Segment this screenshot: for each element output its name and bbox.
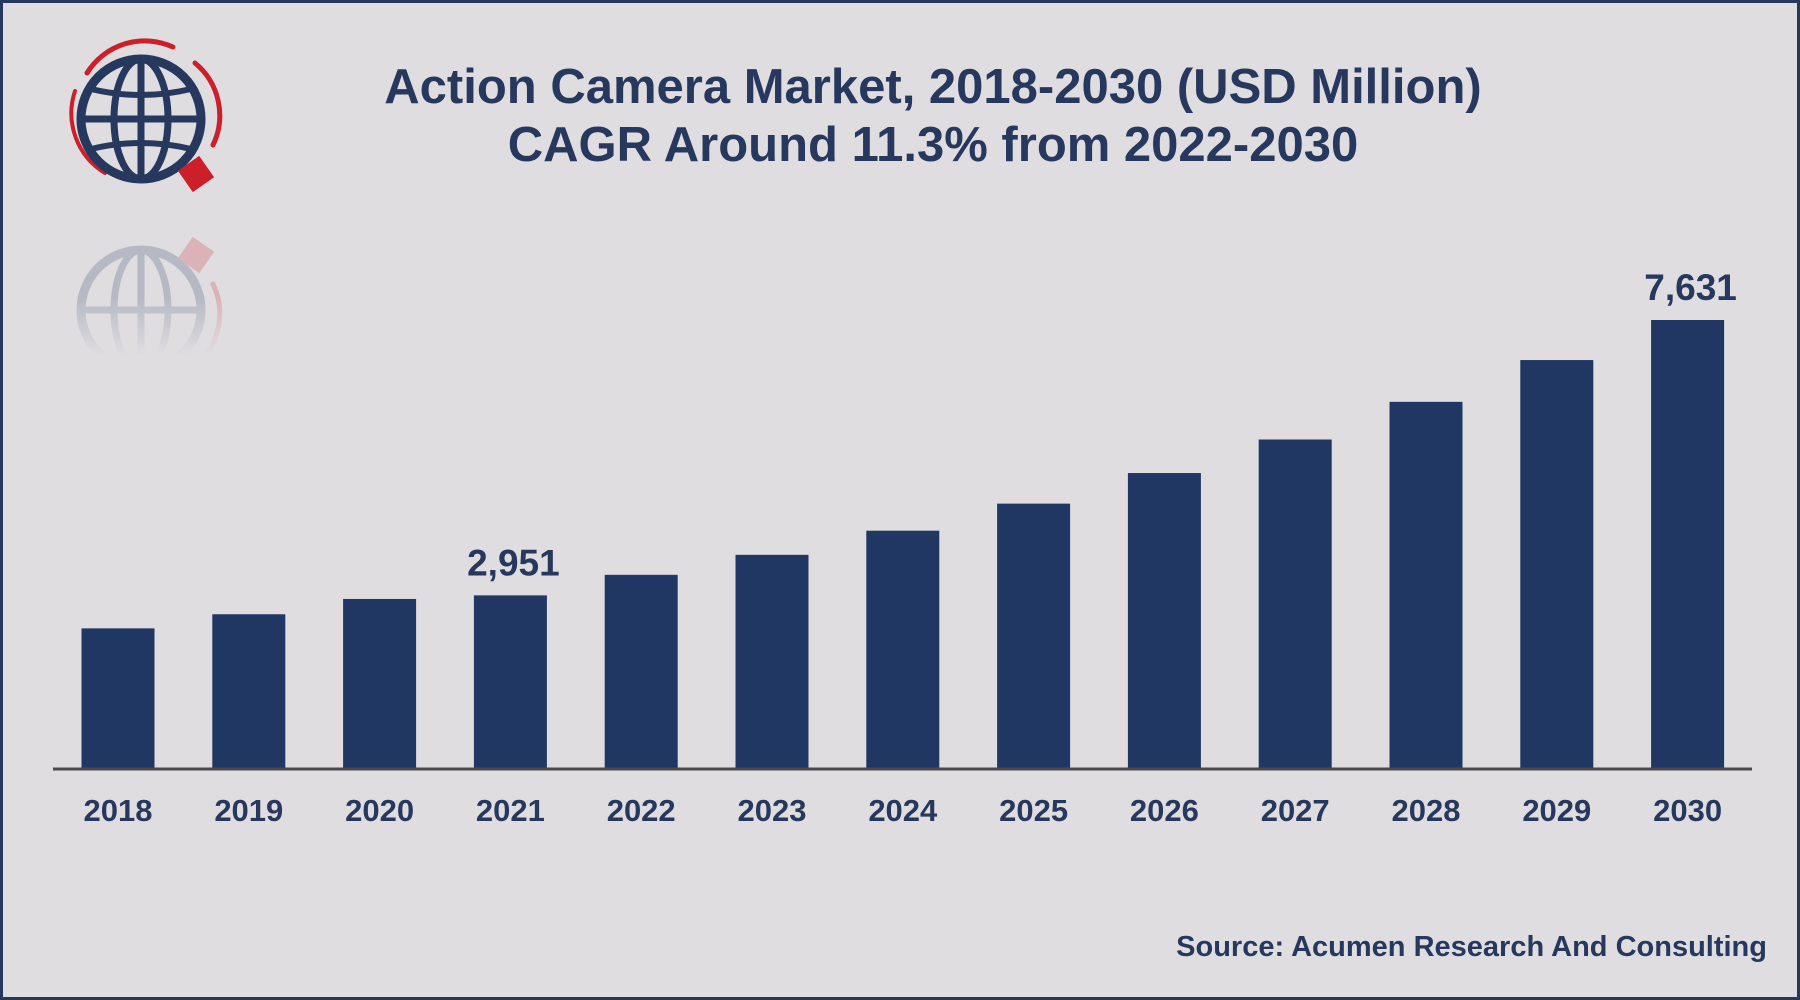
x-tick-label: 2025 [999, 793, 1068, 828]
bar-2022 [604, 574, 678, 769]
bar-2025 [997, 503, 1071, 769]
bar-2026 [1127, 473, 1201, 769]
x-tick-label: 2023 [738, 793, 807, 828]
chart-title: Action Camera Market, 2018-2030 (USD Mil… [384, 60, 1482, 114]
source-note: Source: Acumen Research And Consulting [1176, 931, 1767, 963]
globe-reflection-icon [76, 236, 223, 391]
bar-2028 [1389, 401, 1463, 769]
bar-2024 [866, 530, 940, 769]
bar-2029 [1520, 360, 1594, 769]
x-tick-label: 2018 [84, 793, 153, 828]
x-tick-label: 2020 [345, 793, 414, 828]
x-tick-label: 2022 [607, 793, 676, 828]
x-tick-label: 2021 [476, 793, 545, 828]
x-tick-label: 2028 [1392, 793, 1461, 828]
bar-2020 [343, 598, 417, 769]
bar-2023 [735, 554, 809, 769]
chart-subtitle: CAGR Around 11.3% from 2022-2030 [507, 118, 1359, 172]
bar-2019 [212, 614, 286, 769]
x-tick-label: 2026 [1130, 793, 1199, 828]
globe-icon [69, 38, 223, 193]
data-label-2021: 2,951 [467, 542, 560, 583]
x-tick-label: 2030 [1653, 793, 1722, 828]
bar-2018 [81, 628, 155, 769]
x-tick-label: 2027 [1261, 793, 1330, 828]
bar-2021 [473, 595, 547, 769]
data-label-2030: 7,631 [1644, 267, 1737, 308]
bar-2030 [1651, 320, 1725, 769]
x-tick-label: 2024 [868, 793, 938, 828]
x-tick-label: 2019 [214, 793, 283, 828]
bar-chart: 2018 2019 2020 2021 2,951 2022 2023 2024 2025 202… [53, 267, 1752, 828]
x-tick-label: 2029 [1522, 793, 1591, 828]
bar-2027 [1258, 439, 1332, 769]
